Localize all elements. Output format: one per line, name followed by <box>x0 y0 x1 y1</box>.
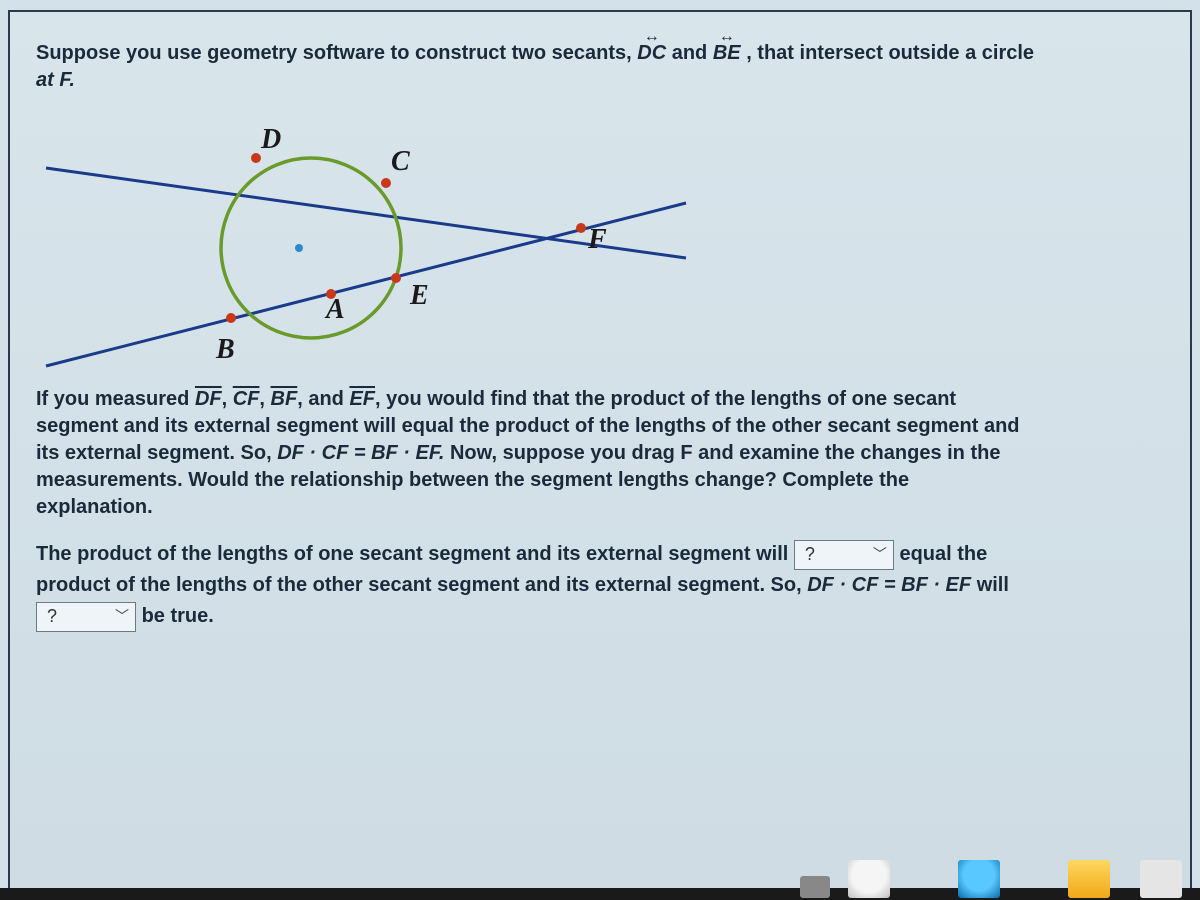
point-F: F <box>576 223 607 255</box>
geometry-diagram: D C F E A B <box>36 108 696 368</box>
point-D: D <box>251 124 281 163</box>
center-point <box>295 244 303 252</box>
problem-frame: Suppose you use geometry software to con… <box>8 10 1192 890</box>
mid-paragraph: If you measured DF, CF, BF, and EF, you … <box>36 386 1164 521</box>
svg-text:C: C <box>391 146 410 177</box>
dropdown-2-value: ? <box>47 603 107 631</box>
circle <box>221 158 401 338</box>
svg-text:E: E <box>409 280 429 311</box>
svg-text:B: B <box>215 334 235 365</box>
taskbar-icon[interactable] <box>1068 860 1110 898</box>
svg-text:D: D <box>260 124 281 155</box>
dropdown-1-value: ? <box>805 541 865 569</box>
seg-cf: CF <box>233 388 260 410</box>
ans-a2: equal the <box>899 543 987 565</box>
taskbar <box>0 888 1200 900</box>
ans-a5: be true. <box>142 605 214 627</box>
mid-t1: If you measured <box>36 388 195 410</box>
chevron-down-icon: ﹀ <box>115 606 129 628</box>
ans-a3: product of the lengths of the other seca… <box>36 574 807 596</box>
answer-paragraph: The product of the lengths of one secant… <box>36 539 1164 632</box>
point-C: C <box>381 146 410 188</box>
svg-text:A: A <box>324 294 345 325</box>
ans-a1: The product of the lengths of one secant… <box>36 543 794 565</box>
seg-df: DF <box>195 388 222 410</box>
intro-line2: at F. <box>36 69 75 91</box>
secant-be: BE <box>713 42 741 64</box>
ans-a4: will <box>977 574 1009 596</box>
intro-text-c: , that intersect outside a circle <box>746 42 1034 64</box>
taskbar-icon[interactable] <box>800 876 830 898</box>
mid-t3: segment and its external segment will eq… <box>36 415 1020 437</box>
intro-text-b: and <box>672 42 713 64</box>
point-A: A <box>324 289 345 325</box>
svg-text:F: F <box>587 224 607 255</box>
diagram-svg: D C F E A B <box>36 108 696 368</box>
intro-paragraph: Suppose you use geometry software to con… <box>36 40 1164 94</box>
dropdown-1[interactable]: ? ﹀ <box>794 540 894 570</box>
seg-bf: BF <box>271 388 298 410</box>
seg-ef: EF <box>349 388 375 410</box>
mid-eq: DF · CF = BF · EF. <box>277 442 444 464</box>
intro-text-a: Suppose you use geometry software to con… <box>36 42 637 64</box>
mid-t2: , you would find that the product of the… <box>375 388 956 410</box>
secant-dc: DC <box>637 42 666 64</box>
point-E: E <box>391 273 429 311</box>
mid-t5: Now, suppose you drag F and examine the … <box>450 442 1000 464</box>
taskbar-icon[interactable] <box>1140 860 1182 898</box>
mid-t4: its external segment. So, <box>36 442 277 464</box>
mid-t6: measurements. Would the relationship bet… <box>36 469 909 491</box>
taskbar-icon[interactable] <box>958 860 1000 898</box>
ans-eq2: DF · CF = BF · EF <box>807 574 971 596</box>
taskbar-icon[interactable] <box>848 860 890 898</box>
dropdown-2[interactable]: ? ﹀ <box>36 602 136 632</box>
chevron-down-icon: ﹀ <box>873 544 887 566</box>
mid-t7: explanation. <box>36 496 153 518</box>
